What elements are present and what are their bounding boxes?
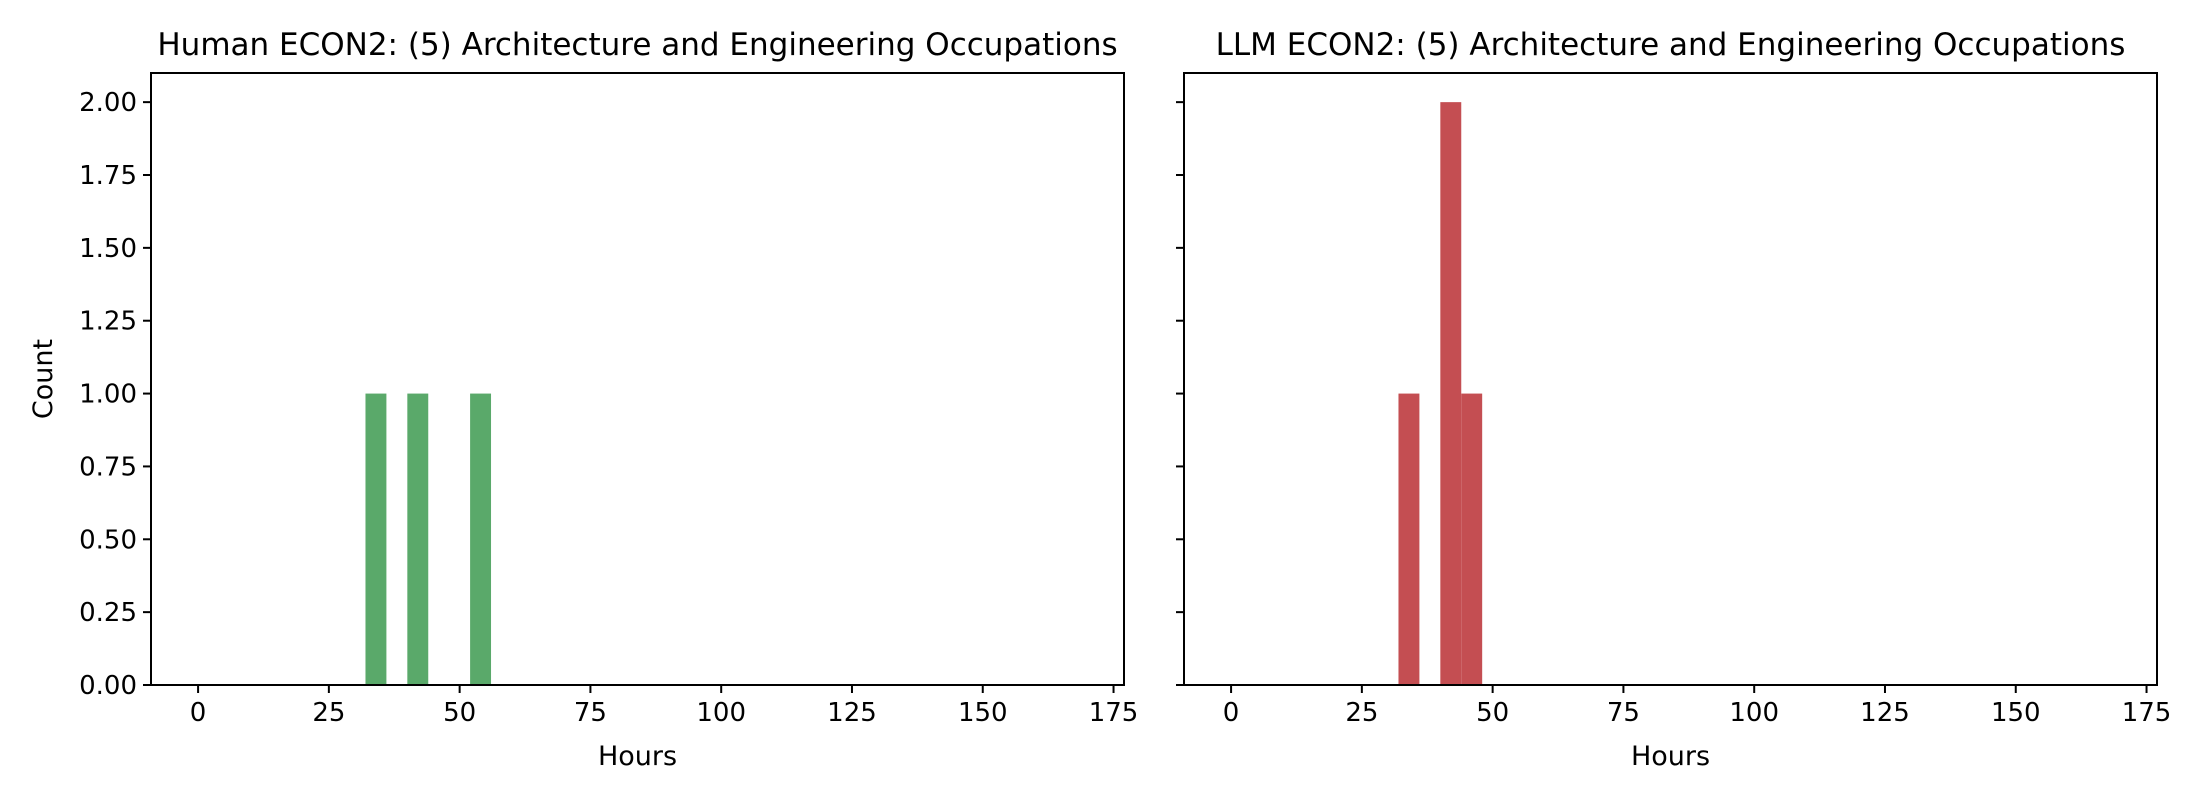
histogram-bar xyxy=(1440,102,1462,685)
y-tick-label: 2.00 xyxy=(79,88,137,118)
x-tick-label: 100 xyxy=(1729,698,1779,728)
histogram-bar xyxy=(1461,393,1483,685)
histogram-bar xyxy=(365,393,387,685)
x-tick-label: 125 xyxy=(1860,698,1910,728)
x-tick-label: 50 xyxy=(443,698,476,728)
y-tick-label: 0.25 xyxy=(79,598,137,628)
x-tick-label: 0 xyxy=(190,698,207,728)
plot-frame xyxy=(1183,72,2158,686)
chart-panel-1: 0 25 50 75 100 125 150 175 0.00 0.25 0.50 0.75 1.00 1… xyxy=(28,27,1138,772)
x-axis-label: Hours xyxy=(1631,741,1710,772)
x-tick-label: 0 xyxy=(1223,698,1240,728)
x-tick-label: 150 xyxy=(958,698,1008,728)
x-tick-label: 125 xyxy=(827,698,877,728)
y-tick-label: 0.50 xyxy=(79,525,137,555)
x-tick-label: 75 xyxy=(1607,698,1640,728)
x-tick-label: 100 xyxy=(696,698,746,728)
plot-frame xyxy=(150,72,1125,686)
x-tick-label: 25 xyxy=(312,698,345,728)
y-tick-label: 1.25 xyxy=(79,307,137,337)
x-tick-label: 175 xyxy=(1089,698,1139,728)
chart-title: Human ECON2: (5) Architecture and Engine… xyxy=(157,27,1117,63)
chart-title: LLM ECON2: (5) Architecture and Engineer… xyxy=(1216,27,2126,63)
y-tick-label: 1.50 xyxy=(79,234,137,264)
histogram-bar xyxy=(1398,393,1420,685)
x-tick-label: 150 xyxy=(1991,698,2041,728)
histogram-bar xyxy=(470,393,492,685)
y-tick-label: 1.75 xyxy=(79,161,137,191)
y-axis-label: Count xyxy=(28,339,59,419)
x-tick-label: 25 xyxy=(1345,698,1378,728)
y-tick-label: 0.00 xyxy=(79,671,137,701)
y-tick-label: 0.75 xyxy=(79,452,137,482)
histogram-bar xyxy=(407,393,429,685)
chart-panel-2: 0 25 50 75 100 125 150 175 LLM ECON2: (5) Archit… xyxy=(1176,27,2171,772)
x-tick-label: 50 xyxy=(1476,698,1509,728)
x-tick-label: 75 xyxy=(574,698,607,728)
y-tick-label: 1.00 xyxy=(79,380,137,410)
x-tick-label: 175 xyxy=(2122,698,2172,728)
x-axis-label: Hours xyxy=(598,741,677,772)
